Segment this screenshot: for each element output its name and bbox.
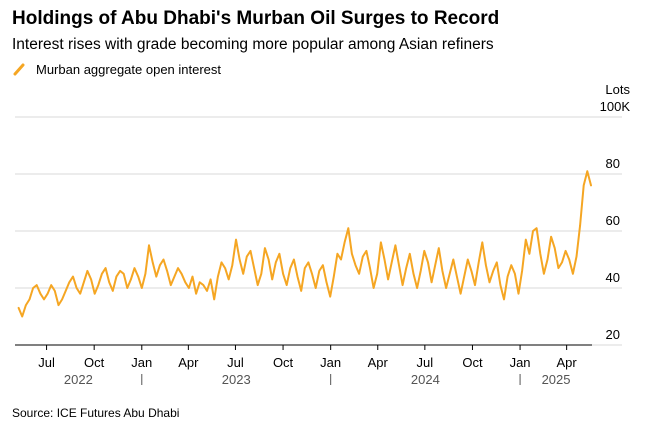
x-tick-label: Oct [273, 355, 294, 370]
series-line [17, 170, 592, 318]
source-note: Source: ICE Futures Abu Dhabi [12, 406, 180, 420]
x-year-label: 2024 [411, 372, 440, 387]
x-year-label: 2023 [222, 372, 251, 387]
x-tick-label: Jan [320, 355, 341, 370]
y-unit-label: Lots [605, 82, 630, 97]
x-tick-label: Jul [38, 355, 55, 370]
y-tick-label: 20 [606, 327, 620, 342]
x-year-label: 2022 [64, 372, 93, 387]
y-tick-label: 80 [606, 156, 620, 171]
y-tick-label: 40 [606, 270, 620, 285]
x-tick-label: Jan [131, 355, 152, 370]
x-year-label: 2025 [542, 372, 571, 387]
chart-subtitle: Interest rises with grade becoming more … [12, 36, 494, 53]
x-tick-label: Apr [557, 355, 578, 370]
legend-line-swatch [12, 61, 28, 77]
legend-label: Murban aggregate open interest [36, 61, 222, 77]
x-tick-label: Jul [417, 355, 434, 370]
x-tick-label: Apr [178, 355, 199, 370]
x-tick-label: Oct [84, 355, 105, 370]
x-tick-label: Oct [462, 355, 483, 370]
x-tick-label: Jul [227, 355, 244, 370]
y-tick-label: 60 [606, 213, 620, 228]
chart-title: Holdings of Abu Dhabi's Murban Oil Surge… [12, 8, 500, 29]
x-tick-label: Apr [368, 355, 389, 370]
y-scale-label: 100K [600, 99, 631, 114]
x-tick-label: Jan [510, 355, 531, 370]
legend: Murban aggregate open interest [12, 61, 221, 77]
